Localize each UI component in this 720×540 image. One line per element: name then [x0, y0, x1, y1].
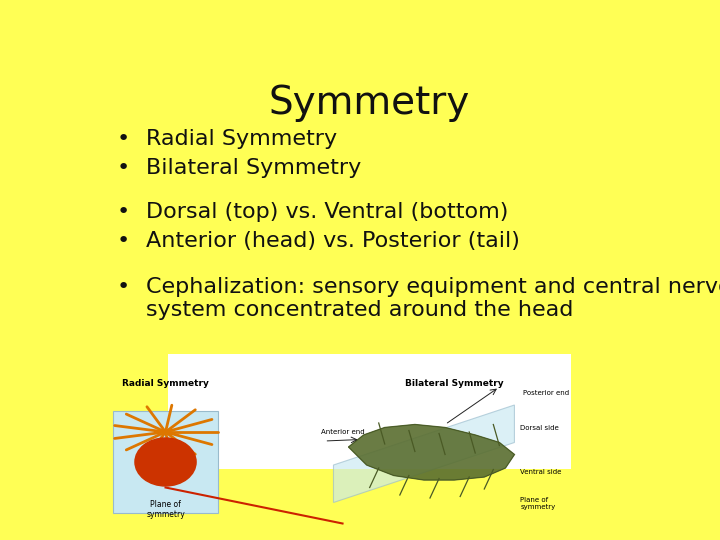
Polygon shape [348, 424, 515, 480]
Text: •: • [117, 202, 130, 222]
Text: Cephalization: sensory equipment and central nervous
system concentrated around : Cephalization: sensory equipment and cen… [145, 277, 720, 320]
Text: •: • [117, 129, 130, 149]
Text: Plane of
symmetry: Plane of symmetry [521, 497, 556, 510]
Text: Ventral side: Ventral side [521, 469, 562, 476]
Polygon shape [333, 405, 515, 503]
Text: Dorsal (top) vs. Ventral (bottom): Dorsal (top) vs. Ventral (bottom) [145, 202, 508, 222]
Text: Anterior (head) vs. Posterior (tail): Anterior (head) vs. Posterior (tail) [145, 231, 520, 251]
Text: Posterior end: Posterior end [523, 390, 570, 396]
Text: Bilateral Symmetry: Bilateral Symmetry [145, 158, 361, 178]
Text: •: • [117, 231, 130, 251]
Text: •: • [117, 158, 130, 178]
Text: Anterior end: Anterior end [321, 429, 365, 435]
FancyBboxPatch shape [113, 411, 218, 513]
Text: Plane of
symmetry: Plane of symmetry [146, 500, 185, 519]
Ellipse shape [135, 438, 196, 486]
Text: Radial Symmetry: Radial Symmetry [145, 129, 337, 149]
Bar [168, 354, 570, 469]
Text: •: • [117, 277, 130, 297]
Text: Bilateral Symmetry: Bilateral Symmetry [405, 380, 503, 388]
Text: Radial Symmetry: Radial Symmetry [122, 380, 209, 388]
Text: Dorsal side: Dorsal side [521, 424, 559, 430]
Text: Symmetry: Symmetry [269, 84, 469, 122]
